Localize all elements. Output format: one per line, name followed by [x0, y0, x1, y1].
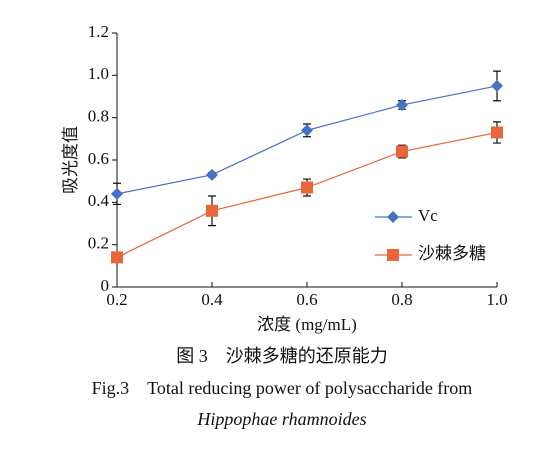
- legend-marker: [387, 249, 399, 261]
- legend-marker: [387, 211, 399, 223]
- data-point: [491, 79, 503, 92]
- data-point: [111, 187, 123, 200]
- x-tick-label: 0.4: [201, 290, 223, 309]
- y-tick-label: 1.2: [88, 22, 109, 41]
- data-point: [206, 204, 218, 217]
- y-tick-label: 0.8: [88, 107, 109, 126]
- data-point: [491, 126, 503, 139]
- y-tick-label: 1.0: [88, 64, 109, 83]
- y-tick-label: 0.2: [88, 234, 109, 253]
- x-axis-label: 浓度 (mg/mL): [257, 315, 357, 334]
- y-axis-label: 吸光度值: [61, 126, 80, 194]
- y-tick-label: 0: [101, 276, 110, 295]
- data-point: [301, 181, 313, 194]
- y-tick-label: 0.4: [88, 191, 110, 210]
- legend-label: Vc: [418, 206, 438, 225]
- data-point: [206, 168, 218, 181]
- data-point: [301, 124, 313, 137]
- caption-cn: 图 3 沙棘多糖的还原能力: [176, 346, 388, 366]
- series-line: [116, 85, 498, 195]
- x-tick-label: 1.0: [486, 290, 507, 309]
- data-point: [111, 251, 123, 264]
- data-point: [396, 145, 408, 158]
- legend-label: 沙棘多糖: [418, 244, 486, 263]
- data-point: [396, 98, 408, 111]
- caption-species: Hippophae rhamnoides: [196, 409, 366, 429]
- caption-en: Fig.3 Total reducing power of polysaccha…: [92, 378, 473, 398]
- x-tick-label: 0.8: [391, 290, 412, 309]
- x-tick-label: 0.2: [106, 290, 127, 309]
- y-tick-label: 0.6: [88, 149, 109, 168]
- x-tick-label: 0.6: [296, 290, 317, 309]
